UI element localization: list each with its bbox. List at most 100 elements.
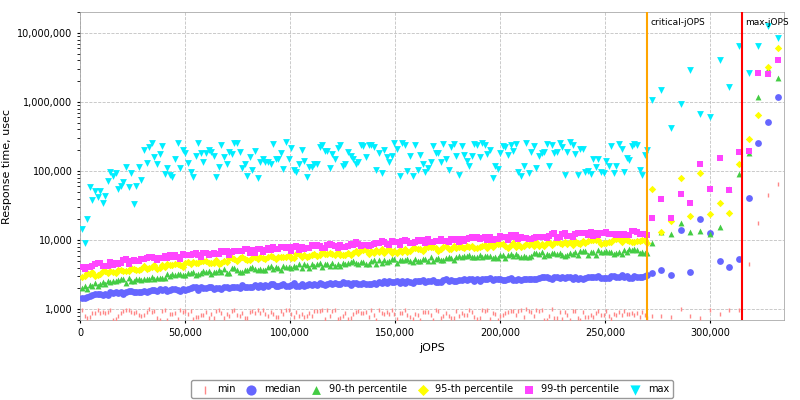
max bbox=[373, 150, 386, 156]
median bbox=[266, 281, 279, 288]
90-th percentile bbox=[133, 276, 146, 282]
min bbox=[241, 315, 254, 322]
min bbox=[466, 309, 478, 315]
min bbox=[256, 307, 269, 314]
90-th percentile bbox=[81, 286, 94, 292]
99-th percentile bbox=[127, 256, 140, 263]
95-th percentile bbox=[169, 261, 182, 267]
95-th percentile bbox=[352, 250, 365, 256]
max bbox=[362, 142, 375, 148]
max bbox=[213, 164, 226, 170]
max bbox=[401, 167, 414, 174]
median bbox=[256, 284, 269, 290]
95-th percentile bbox=[323, 250, 336, 256]
99-th percentile bbox=[161, 255, 174, 261]
max bbox=[481, 151, 494, 157]
median bbox=[293, 282, 306, 289]
99-th percentile bbox=[318, 245, 331, 251]
99-th percentile bbox=[140, 255, 153, 261]
min bbox=[138, 312, 150, 318]
90-th percentile bbox=[306, 260, 318, 267]
max bbox=[352, 158, 365, 165]
max bbox=[287, 167, 300, 174]
max bbox=[339, 161, 352, 167]
90-th percentile bbox=[655, 229, 668, 236]
99-th percentile bbox=[218, 249, 230, 256]
max bbox=[215, 142, 228, 148]
99-th percentile bbox=[481, 236, 494, 243]
90-th percentile bbox=[290, 264, 302, 270]
max bbox=[264, 160, 277, 167]
95-th percentile bbox=[455, 244, 468, 250]
90-th percentile bbox=[310, 260, 323, 267]
max bbox=[550, 149, 563, 156]
max bbox=[138, 147, 150, 154]
99-th percentile bbox=[762, 71, 774, 77]
95-th percentile bbox=[303, 253, 316, 260]
max bbox=[310, 161, 323, 167]
max bbox=[230, 140, 243, 146]
99-th percentile bbox=[81, 264, 94, 270]
median bbox=[241, 283, 254, 290]
99-th percentile bbox=[533, 234, 546, 240]
95-th percentile bbox=[563, 239, 576, 245]
max bbox=[300, 174, 313, 180]
99-th percentile bbox=[114, 260, 127, 266]
min bbox=[290, 309, 302, 315]
median bbox=[140, 289, 153, 296]
99-th percentile bbox=[517, 235, 530, 241]
median bbox=[112, 290, 125, 296]
95-th percentile bbox=[646, 185, 658, 192]
median bbox=[499, 276, 512, 283]
99-th percentile bbox=[194, 254, 207, 260]
90-th percentile bbox=[161, 271, 174, 277]
max bbox=[94, 188, 106, 195]
90-th percentile bbox=[135, 277, 148, 283]
max bbox=[238, 161, 251, 167]
median bbox=[520, 275, 533, 282]
median bbox=[272, 282, 285, 289]
99-th percentile bbox=[323, 241, 336, 248]
min bbox=[571, 315, 584, 321]
90-th percentile bbox=[556, 252, 569, 258]
max bbox=[430, 150, 442, 156]
99-th percentile bbox=[497, 234, 510, 240]
max bbox=[504, 142, 517, 149]
95-th percentile bbox=[522, 242, 535, 248]
99-th percentile bbox=[468, 235, 481, 241]
min bbox=[321, 307, 334, 313]
min bbox=[287, 314, 300, 320]
max bbox=[143, 144, 156, 150]
99-th percentile bbox=[409, 238, 422, 245]
min bbox=[238, 314, 251, 321]
median bbox=[440, 276, 453, 282]
min bbox=[481, 306, 494, 313]
95-th percentile bbox=[218, 258, 230, 264]
max bbox=[713, 57, 726, 63]
99-th percentile bbox=[91, 260, 104, 266]
95-th percentile bbox=[409, 244, 422, 251]
median bbox=[424, 278, 437, 284]
90-th percentile bbox=[146, 274, 158, 280]
median bbox=[419, 278, 432, 285]
median bbox=[331, 281, 344, 288]
99-th percentile bbox=[561, 233, 574, 240]
90-th percentile bbox=[89, 280, 102, 286]
99-th percentile bbox=[582, 232, 594, 238]
90-th percentile bbox=[409, 256, 422, 263]
min bbox=[207, 315, 220, 321]
min bbox=[215, 310, 228, 316]
95-th percentile bbox=[321, 251, 334, 257]
99-th percentile bbox=[514, 234, 527, 240]
90-th percentile bbox=[566, 250, 579, 257]
median bbox=[236, 282, 249, 288]
max bbox=[306, 164, 318, 170]
90-th percentile bbox=[83, 282, 96, 288]
90-th percentile bbox=[153, 275, 166, 281]
median bbox=[373, 279, 386, 286]
90-th percentile bbox=[390, 259, 403, 266]
min bbox=[370, 316, 382, 323]
90-th percentile bbox=[582, 252, 594, 258]
min bbox=[83, 314, 96, 321]
max bbox=[200, 150, 213, 156]
